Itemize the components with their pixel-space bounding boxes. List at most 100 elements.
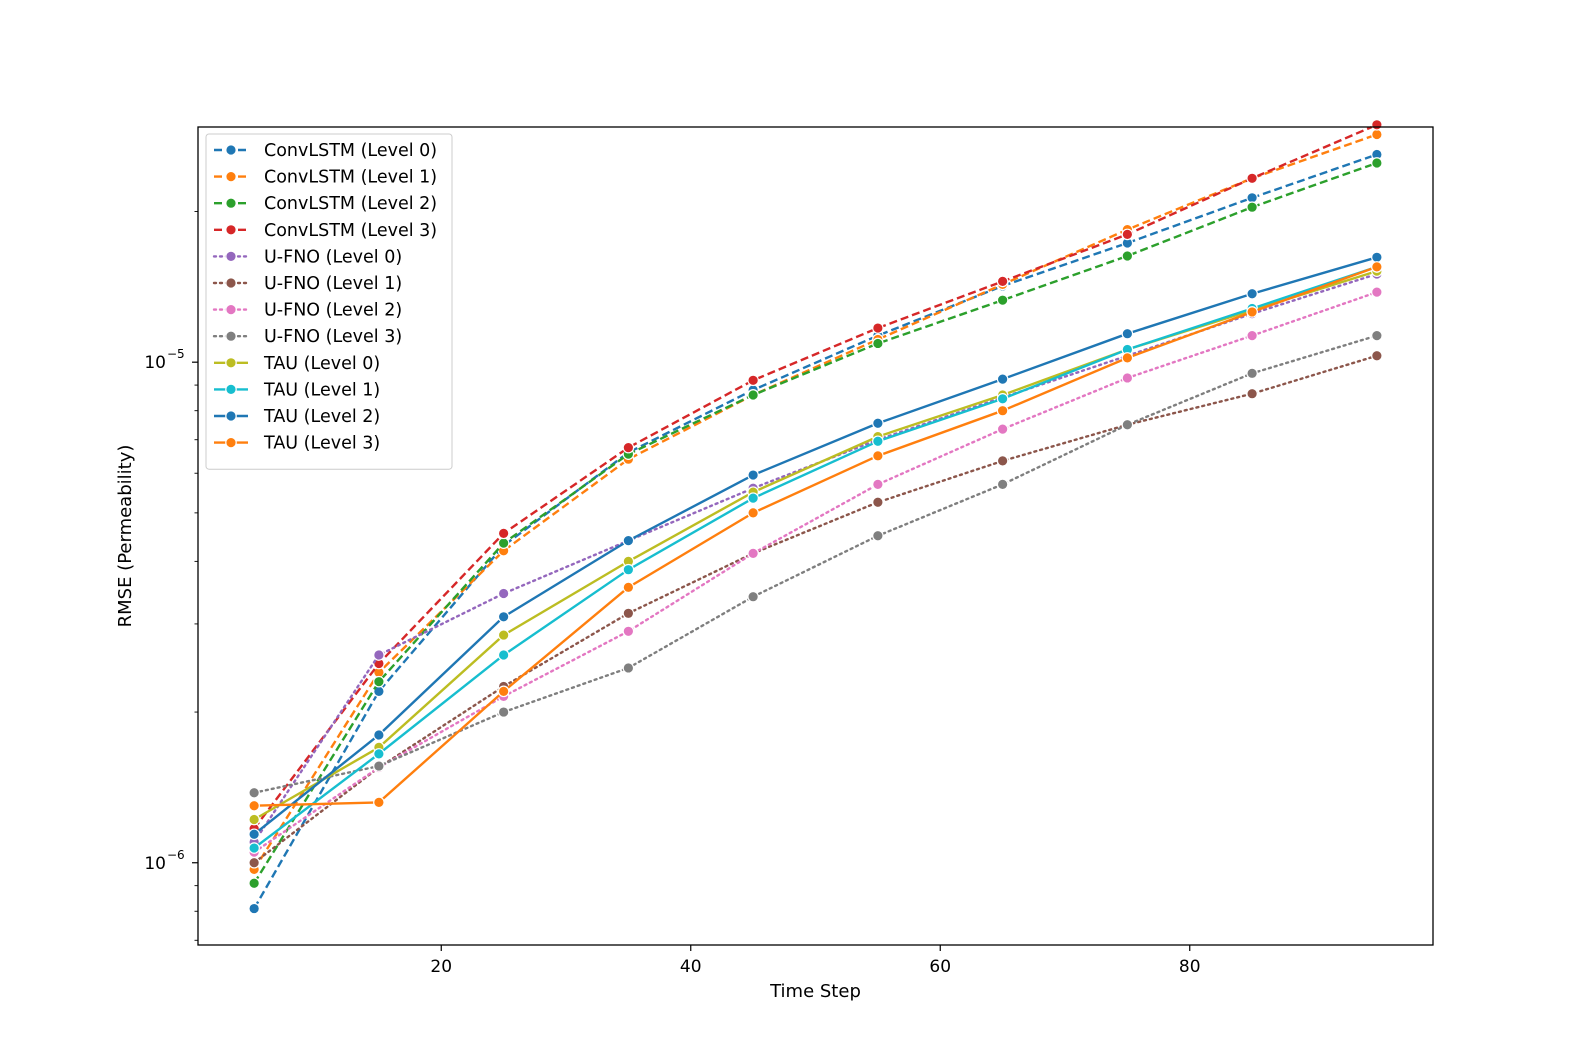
series-11: [248, 261, 1383, 812]
data-point-3-5: [872, 322, 884, 334]
legend-label-4: U-FNO (Level 0): [264, 247, 402, 267]
data-point-3-8: [1246, 172, 1258, 185]
series-line-3: [253, 123, 1378, 830]
data-point-2-2: [497, 537, 510, 549]
data-point-11-3: [622, 581, 635, 594]
legend-marker-11: [225, 436, 237, 449]
x-tick-label-40: 40: [680, 957, 702, 977]
legend-label-7: U-FNO (Level 3): [264, 327, 402, 347]
data-point-5-0: [248, 856, 260, 869]
data-point-3-6: [996, 275, 1009, 288]
data-point-6-3: [622, 625, 635, 638]
data-point-11-4: [747, 507, 759, 519]
x-axis-label: Time Step: [769, 981, 861, 1002]
data-point-6-4: [747, 547, 759, 560]
data-point-11-5: [872, 450, 884, 462]
series-7: [248, 329, 1383, 799]
series-line-9: [253, 265, 1378, 849]
data-point-5-3: [622, 607, 635, 620]
series-layer: [248, 119, 1383, 915]
data-point-8-2: [497, 629, 510, 641]
data-point-9-2: [497, 649, 510, 661]
legend-marker-5: [225, 277, 237, 289]
legend-item-5: U-FNO (Level 1): [212, 274, 402, 294]
data-point-11-0: [248, 799, 260, 812]
legend-item-1: ConvLSTM (Level 1): [214, 168, 437, 188]
data-point-6-6: [996, 423, 1009, 435]
data-point-10-6: [996, 373, 1009, 385]
data-point-0-0: [248, 902, 260, 915]
data-point-9-3: [622, 563, 635, 576]
series-line-6: [252, 290, 1379, 854]
data-point-2-6: [996, 294, 1009, 306]
legend-marker-10: [225, 410, 237, 422]
data-point-2-4: [747, 389, 759, 401]
legend-label-3: ConvLSTM (Level 3): [264, 221, 437, 241]
data-point-2-1: [373, 675, 385, 688]
legend-label-6: U-FNO (Level 2): [264, 301, 402, 321]
data-point-10-5: [872, 417, 884, 430]
data-point-10-1: [373, 729, 385, 741]
legend-label-0: ConvLSTM (Level 0): [264, 141, 437, 161]
data-point-10-9: [1371, 251, 1383, 264]
series-10: [248, 251, 1383, 841]
legend-label-9: TAU (Level 1): [263, 380, 380, 400]
y-tick-exponent-0: −6: [167, 848, 185, 862]
series-line-5: [252, 354, 1379, 864]
legend-item-9: TAU (Level 1): [214, 380, 380, 400]
y-tick-label-1: 10: [144, 353, 166, 373]
data-point-7-3: [622, 662, 635, 674]
data-point-7-8: [1246, 367, 1258, 380]
data-point-11-2: [497, 685, 510, 698]
data-point-11-1: [373, 796, 385, 809]
data-point-6-7: [1121, 372, 1134, 384]
series-line-1: [253, 133, 1378, 871]
legend-label-8: TAU (Level 0): [263, 354, 380, 374]
series-line-0: [253, 153, 1378, 910]
data-point-7-9: [1371, 329, 1383, 342]
data-point-11-7: [1121, 352, 1134, 364]
series-line-7: [252, 334, 1379, 794]
data-point-2-0: [248, 877, 260, 890]
data-point-2-7: [1121, 250, 1134, 262]
data-point-9-0: [248, 842, 260, 854]
legend-marker-0: [225, 144, 237, 156]
legend-item-8: TAU (Level 0): [214, 354, 380, 374]
data-point-7-4: [747, 590, 759, 603]
data-point-9-5: [872, 435, 884, 448]
data-point-6-8: [1246, 329, 1258, 342]
legend-item-11: TAU (Level 3): [214, 434, 380, 454]
legend: ConvLSTM (Level 0) ConvLSTM (Level 1) Conv…: [205, 133, 453, 470]
data-point-10-4: [747, 469, 759, 481]
data-point-3-3: [622, 441, 635, 454]
legend-item-7: U-FNO (Level 3): [212, 327, 402, 347]
data-point-8-0: [248, 813, 260, 826]
data-point-9-4: [747, 492, 759, 504]
legend-label-2: ConvLSTM (Level 2): [264, 194, 437, 214]
data-point-3-9: [1371, 119, 1383, 131]
series-line-2: [253, 161, 1378, 884]
data-point-11-9: [1371, 261, 1383, 273]
series-3: [248, 119, 1383, 835]
data-point-9-1: [373, 748, 385, 760]
plot-frame: [197, 126, 1434, 946]
legend-marker-8: [225, 356, 237, 369]
data-point-3-4: [747, 374, 759, 387]
data-point-7-2: [497, 706, 510, 718]
data-point-5-5: [872, 496, 884, 509]
x-tick-label-60: 60: [929, 957, 951, 977]
legend-label-1: ConvLSTM (Level 1): [264, 168, 437, 188]
data-point-7-0: [248, 786, 260, 799]
legend-marker-4: [225, 250, 237, 263]
data-point-6-9: [1371, 286, 1383, 298]
data-point-5-8: [1246, 387, 1258, 400]
data-point-10-8: [1246, 287, 1258, 300]
data-point-11-6: [996, 404, 1009, 417]
legend-item-4: U-FNO (Level 0): [212, 247, 402, 267]
data-point-6-5: [872, 478, 884, 491]
legend-label-10: TAU (Level 2): [263, 407, 380, 427]
legend-item-3: ConvLSTM (Level 3): [214, 221, 437, 241]
legend-item-6: U-FNO (Level 2): [212, 301, 402, 321]
